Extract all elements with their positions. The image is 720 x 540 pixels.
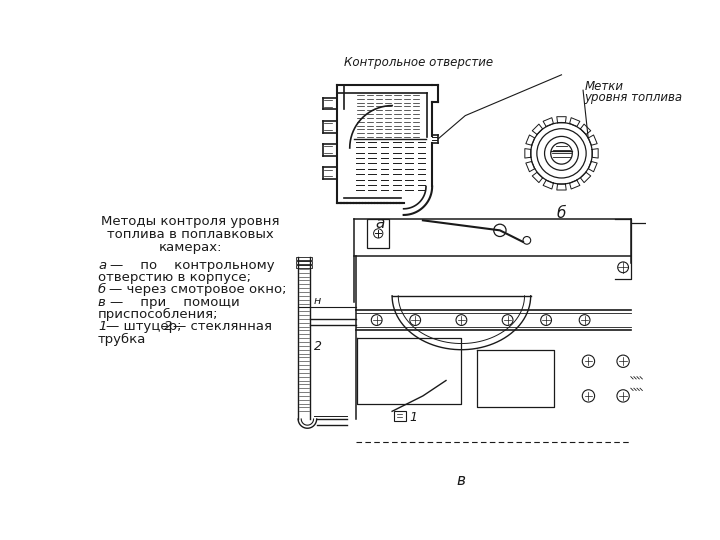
- Text: уровня топлива: уровня топлива: [585, 91, 683, 104]
- Text: б: б: [557, 206, 566, 221]
- Text: н: н: [314, 295, 321, 306]
- Text: 1: 1: [409, 410, 417, 423]
- Text: отверстию в корпусе;: отверстию в корпусе;: [98, 271, 251, 284]
- Polygon shape: [592, 148, 598, 158]
- Bar: [296, 265, 312, 268]
- Text: а: а: [376, 215, 385, 231]
- Text: — через смотровое окно;: — через смотровое окно;: [109, 284, 287, 296]
- Polygon shape: [543, 118, 554, 126]
- Bar: [394, 411, 406, 421]
- Text: —    при    помощи: — при помощи: [110, 296, 240, 309]
- Text: трубка: трубка: [98, 333, 146, 346]
- Polygon shape: [526, 161, 535, 172]
- Text: — штуцер;: — штуцер;: [107, 320, 186, 333]
- Bar: [296, 261, 312, 264]
- Text: а: а: [98, 259, 106, 272]
- Text: топлива в поплавковых: топлива в поплавковых: [107, 228, 274, 241]
- Text: в: в: [457, 473, 466, 488]
- Polygon shape: [570, 118, 580, 126]
- Text: 1: 1: [98, 320, 107, 333]
- Polygon shape: [580, 124, 590, 134]
- Polygon shape: [526, 135, 535, 145]
- Polygon shape: [588, 161, 597, 172]
- Text: Контрольное отверстие: Контрольное отверстие: [344, 56, 494, 70]
- Bar: [296, 257, 312, 260]
- Polygon shape: [532, 172, 543, 183]
- Text: 2: 2: [314, 340, 322, 353]
- Text: Методы контроля уровня: Методы контроля уровня: [101, 215, 279, 228]
- Polygon shape: [580, 172, 590, 183]
- Polygon shape: [525, 148, 531, 158]
- Text: камерах:: камерах:: [158, 241, 222, 254]
- Polygon shape: [557, 184, 566, 190]
- Text: Метки: Метки: [585, 80, 624, 93]
- Text: в: в: [98, 296, 106, 309]
- Polygon shape: [557, 117, 566, 123]
- Polygon shape: [532, 124, 543, 134]
- Polygon shape: [543, 180, 554, 189]
- Polygon shape: [570, 180, 580, 189]
- Text: 2: 2: [164, 320, 173, 333]
- Text: —    по    контрольному: — по контрольному: [110, 259, 275, 272]
- Text: б: б: [98, 284, 106, 296]
- Bar: [367, 219, 389, 248]
- Text: приспособления;: приспособления;: [98, 308, 218, 321]
- Text: — стеклянная: — стеклянная: [173, 320, 271, 333]
- Polygon shape: [588, 135, 597, 145]
